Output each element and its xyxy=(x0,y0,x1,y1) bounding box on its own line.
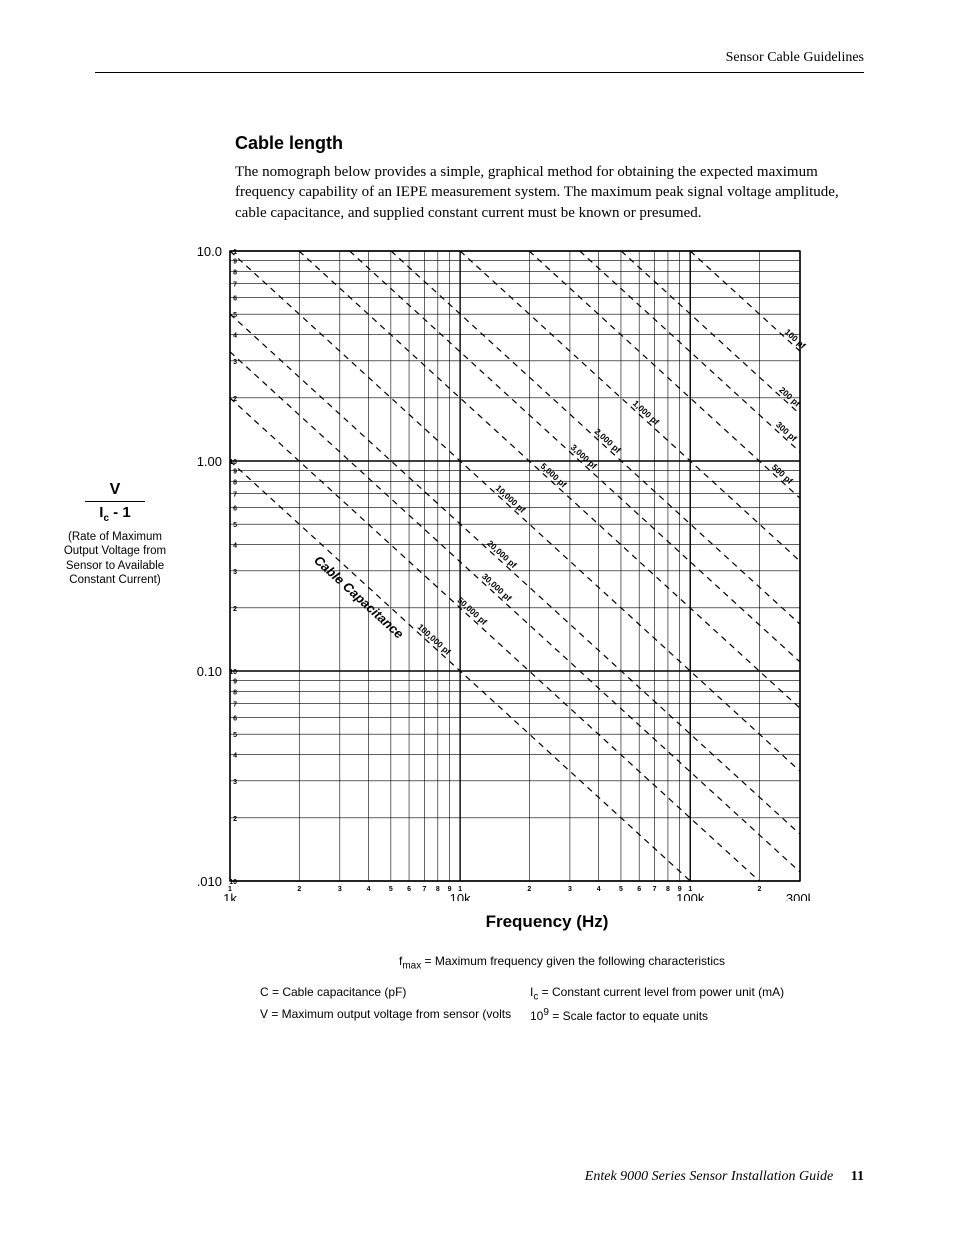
header-rule xyxy=(95,72,864,73)
footer: Entek 9000 Series Sensor Installation Gu… xyxy=(585,1169,864,1185)
svg-text:4: 4 xyxy=(233,332,237,339)
legend-c: C = Cable capacitance (pF) xyxy=(260,985,520,1002)
svg-text:8: 8 xyxy=(233,269,237,276)
svg-text:8: 8 xyxy=(666,886,670,893)
svg-text:9: 9 xyxy=(233,258,237,265)
content-block: Cable length The nomograph below provide… xyxy=(235,133,864,1023)
legend-sf: 109 = Scale factor to equate units xyxy=(530,1007,810,1023)
legend-f-rest: = Maximum frequency given the following … xyxy=(421,954,725,968)
svg-text:8: 8 xyxy=(436,886,440,893)
svg-text:6: 6 xyxy=(407,886,411,893)
svg-text:4: 4 xyxy=(367,886,371,893)
footer-title: Entek 9000 Series Sensor Installation Gu… xyxy=(585,1169,833,1184)
svg-text:3: 3 xyxy=(568,886,572,893)
y-major-1: 1.00 xyxy=(184,454,222,469)
svg-text:6: 6 xyxy=(233,295,237,302)
chart-zone: V Ic - 1 (Rate of Maximum Output Voltage… xyxy=(190,241,864,1023)
svg-text:6: 6 xyxy=(637,886,641,893)
svg-text:3: 3 xyxy=(338,886,342,893)
y-major-2: 0.10 xyxy=(184,664,222,679)
svg-text:9: 9 xyxy=(233,468,237,475)
svg-text:100k: 100k xyxy=(676,891,705,901)
svg-text:2: 2 xyxy=(233,606,237,613)
svg-text:8: 8 xyxy=(233,689,237,696)
x-axis-label: Frequency (Hz) xyxy=(230,912,864,932)
legend-block: fmax = Maximum frequency given the follo… xyxy=(260,954,864,1023)
svg-text:1k: 1k xyxy=(223,891,237,901)
svg-text:5: 5 xyxy=(233,522,237,529)
svg-text:5: 5 xyxy=(233,732,237,739)
legend-v: V = Maximum output voltage from sensor (… xyxy=(260,1007,520,1023)
y-frac-denominator: Ic - 1 xyxy=(55,502,175,524)
y-frac-numerator: V xyxy=(55,481,175,501)
svg-text:8: 8 xyxy=(233,479,237,486)
svg-text:7: 7 xyxy=(233,491,237,498)
svg-text:5: 5 xyxy=(389,886,393,893)
svg-text:300k: 300k xyxy=(786,891,810,901)
svg-text:4: 4 xyxy=(233,542,237,549)
svg-text:6: 6 xyxy=(233,715,237,722)
legend-grid: C = Cable capacitance (pF) Ic = Constant… xyxy=(260,985,864,1022)
legend-sf-pre: 10 xyxy=(530,1009,543,1023)
footer-page: 11 xyxy=(851,1169,864,1184)
y-axis-caption-block: V Ic - 1 (Rate of Maximum Output Voltage… xyxy=(55,481,175,588)
svg-text:7: 7 xyxy=(423,886,427,893)
svg-text:7: 7 xyxy=(233,701,237,708)
svg-text:4: 4 xyxy=(233,752,237,759)
svg-text:10k: 10k xyxy=(450,891,471,901)
section-paragraph: The nomograph below provides a simple, g… xyxy=(235,162,864,223)
svg-text:6: 6 xyxy=(233,505,237,512)
legend-ic-rest: = Constant current level from power unit… xyxy=(538,985,784,999)
page: Sensor Cable Guidelines Cable length The… xyxy=(0,0,954,1235)
svg-text:3: 3 xyxy=(233,359,237,366)
legend-fmax: fmax = Maximum frequency given the follo… xyxy=(260,954,864,971)
svg-text:2: 2 xyxy=(297,886,301,893)
y-major-3: .010 xyxy=(184,874,222,889)
svg-text:7: 7 xyxy=(653,886,657,893)
section-title: Cable length xyxy=(235,133,864,154)
y-major-0: 10.0 xyxy=(184,244,222,259)
svg-text:7: 7 xyxy=(233,281,237,288)
svg-text:2: 2 xyxy=(527,886,531,893)
svg-text:9: 9 xyxy=(233,678,237,685)
y-axis-caption: (Rate of Maximum Output Voltage from Sen… xyxy=(55,530,175,588)
legend-sf-rest: = Scale factor to equate units xyxy=(549,1009,708,1023)
header-right: Sensor Cable Guidelines xyxy=(95,50,864,72)
svg-text:3: 3 xyxy=(233,779,237,786)
y-denom-rest: - 1 xyxy=(109,504,131,521)
svg-text:5: 5 xyxy=(619,886,623,893)
svg-text:3: 3 xyxy=(233,569,237,576)
svg-text:2: 2 xyxy=(233,816,237,823)
nomograph-chart: 1023456789102345678910234567891123456789… xyxy=(190,241,810,901)
svg-text:4: 4 xyxy=(597,886,601,893)
legend-f-sub: max xyxy=(402,960,421,971)
svg-text:2: 2 xyxy=(758,886,762,893)
legend-ic: Ic = Constant current level from power u… xyxy=(530,985,810,1002)
